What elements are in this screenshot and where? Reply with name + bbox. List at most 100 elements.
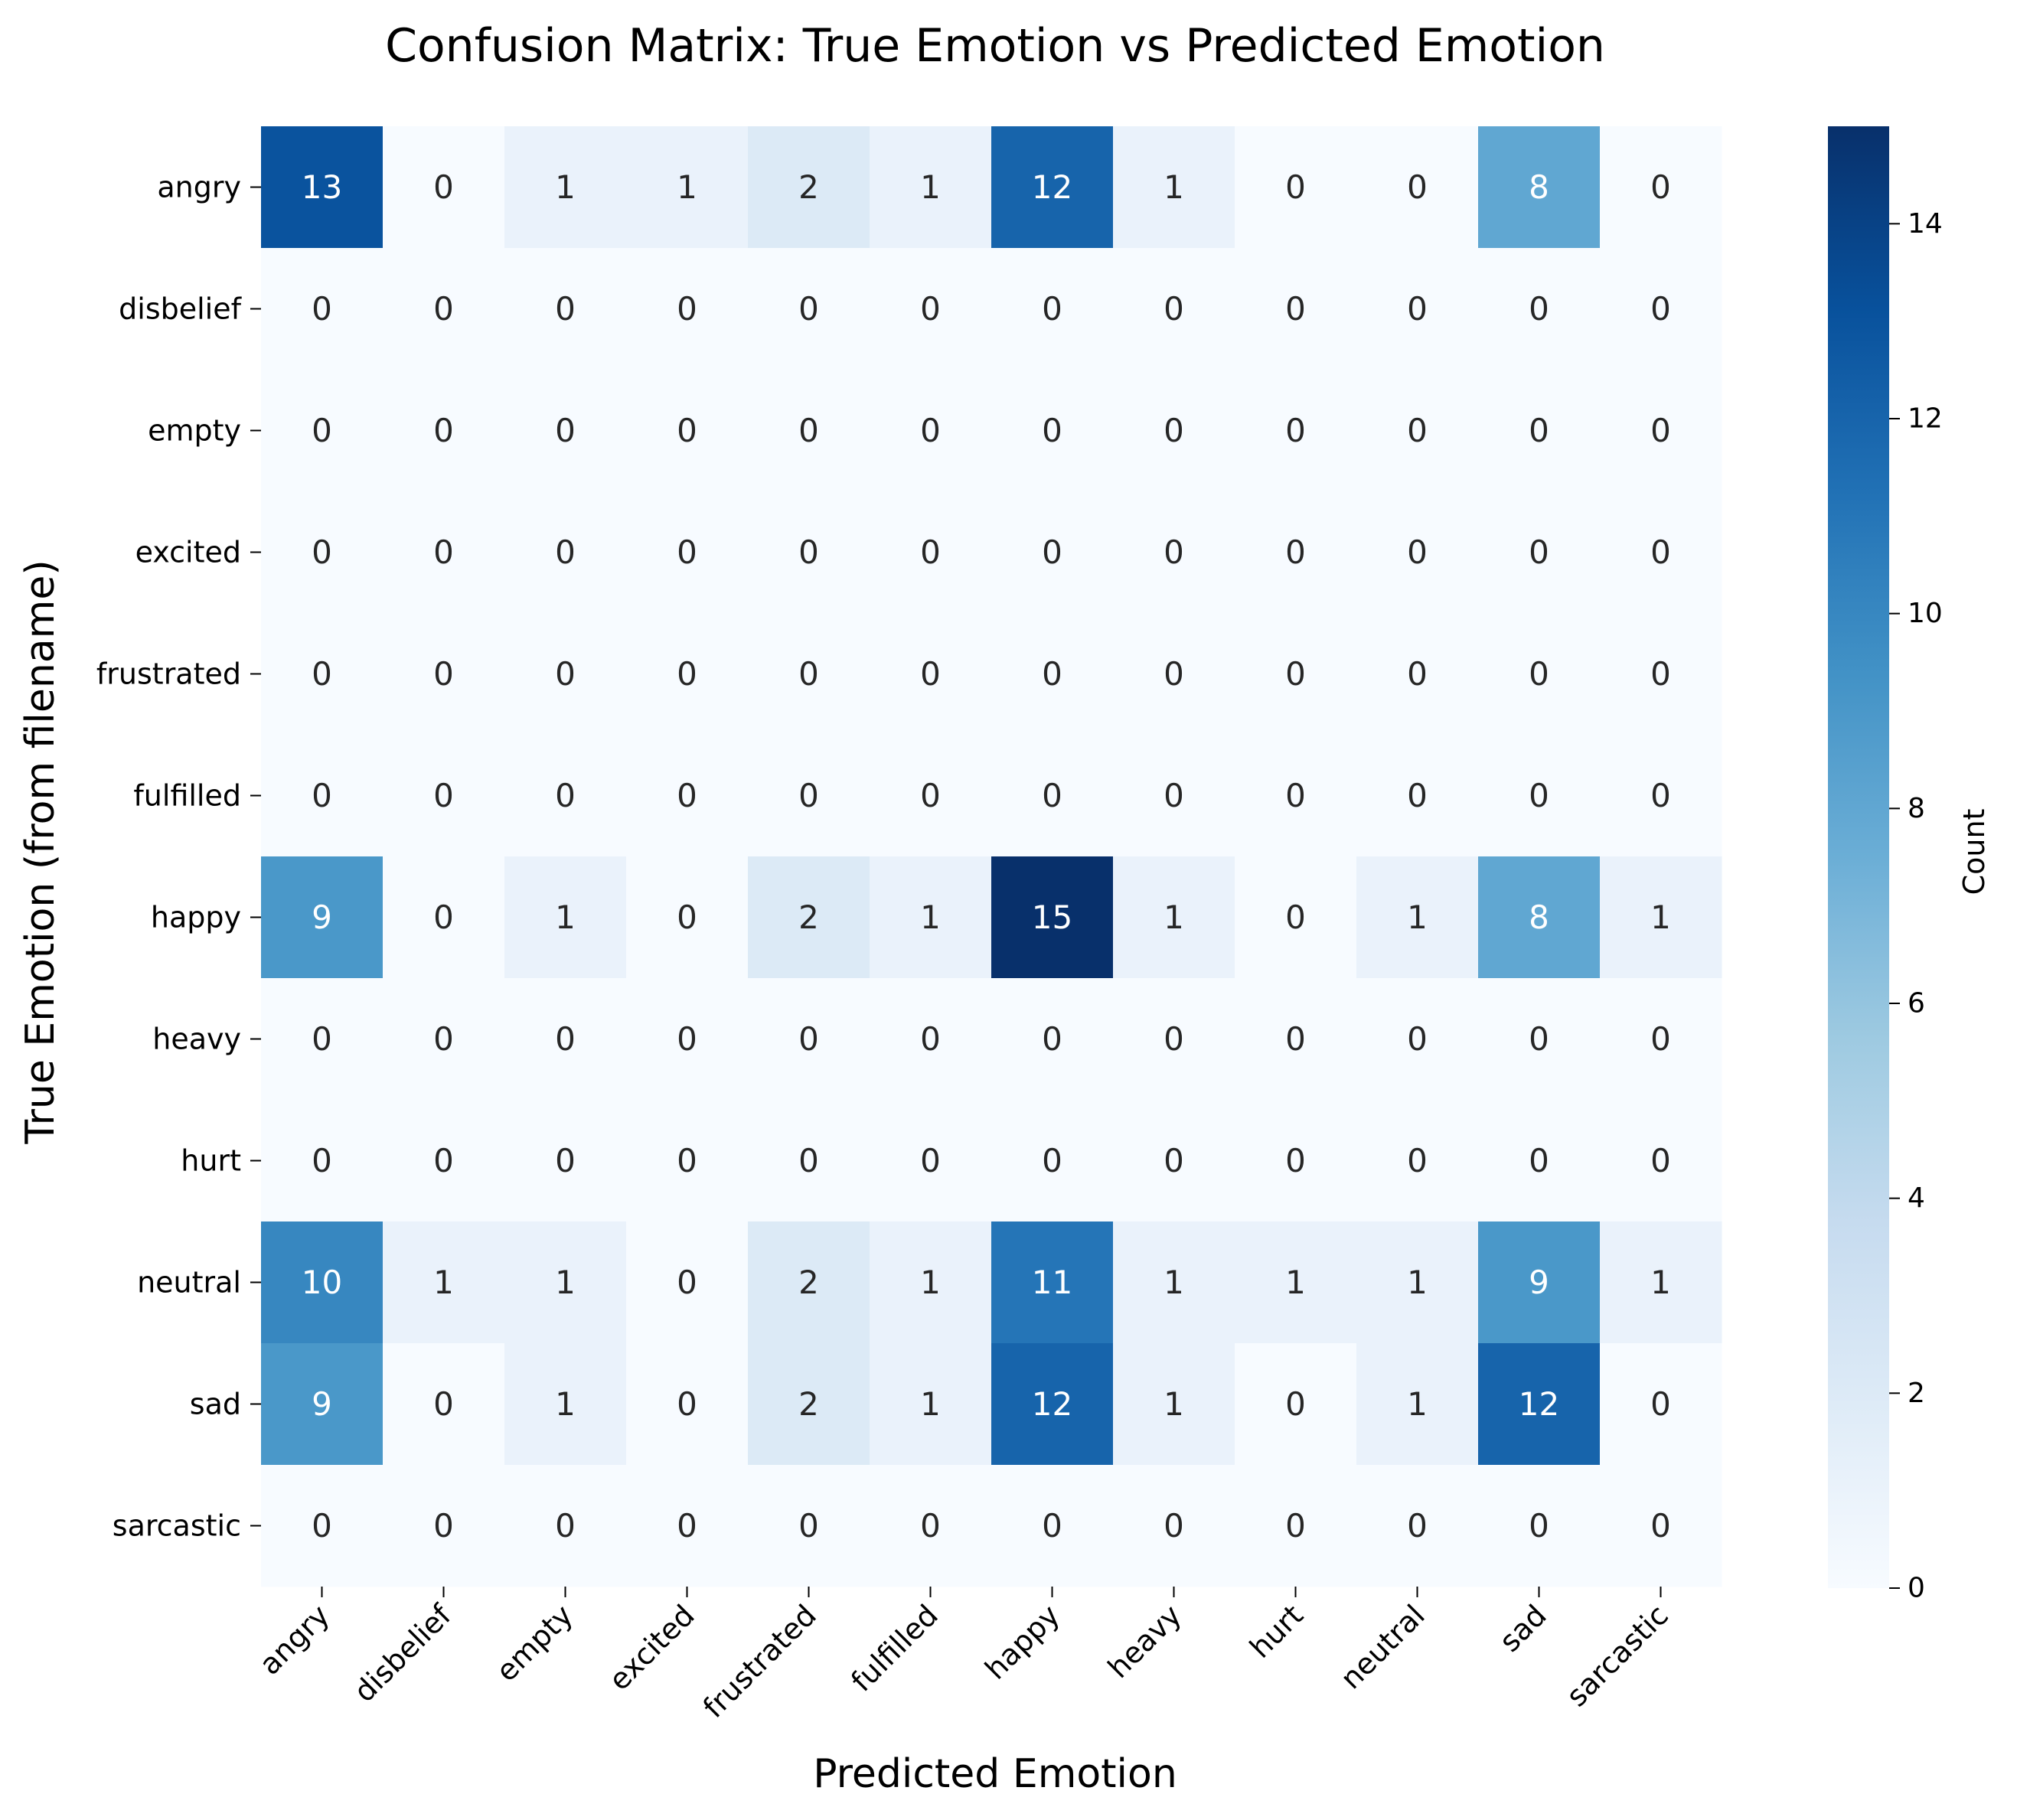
heatmap-cell: [1600, 1343, 1722, 1466]
heatmap-cell: [991, 491, 1114, 614]
x-tick-label: hurt: [1243, 1598, 1310, 1665]
cell-value-label: 0: [312, 533, 332, 571]
colorbar-tick-label: 12: [1908, 403, 1943, 435]
heatmap-cell: [261, 856, 383, 979]
heatmap-cell: [504, 370, 627, 492]
cell-value-label: 0: [1650, 168, 1671, 206]
heatmap-cell: [1356, 613, 1479, 736]
y-tick-label: angry: [157, 171, 241, 204]
heatmap-cell: [504, 491, 627, 614]
heatmap-cell: [383, 1221, 505, 1344]
cell-value-label: 0: [433, 1507, 454, 1544]
cell-value-label: 8: [1529, 899, 1549, 936]
heatmap-cell: [870, 1343, 992, 1466]
heatmap-cell: [1235, 613, 1357, 736]
heatmap-cell: [261, 613, 383, 736]
heatmap-cell: [626, 856, 749, 979]
heatmap-cell: [626, 1221, 749, 1344]
colorbar-tick-label: 4: [1908, 1182, 1925, 1214]
heatmap-cell: [748, 613, 870, 736]
cell-value-label: 0: [1285, 1385, 1306, 1423]
cell-value-label: 0: [920, 777, 941, 814]
heatmap-cell: [626, 1100, 749, 1222]
heatmap-cell: [261, 370, 383, 492]
cell-value-label: 0: [677, 412, 697, 449]
cell-value-label: 1: [1407, 899, 1428, 936]
heatmap-cell: [1113, 370, 1235, 492]
heatmap-cell: [870, 613, 992, 736]
heatmap-cell: [1356, 856, 1479, 979]
heatmap-cell: [748, 735, 870, 857]
heatmap-cell: [870, 1465, 992, 1587]
heatmap-cell: [1356, 370, 1479, 492]
cell-value-label: 0: [1285, 412, 1306, 449]
cell-value-label: 0: [433, 533, 454, 571]
heatmap-cell: [1600, 126, 1722, 249]
x-tick-label: frustrated: [697, 1598, 823, 1724]
heatmap-cell: [383, 978, 505, 1101]
cell-value-label: 0: [920, 412, 941, 449]
cell-value-label: 2: [798, 899, 819, 936]
cell-value-label: 0: [433, 412, 454, 449]
x-tick-label: fulfilled: [844, 1598, 945, 1698]
cell-value-label: 0: [1529, 1142, 1549, 1179]
cell-value-label: 0: [555, 290, 576, 328]
cell-value-label: 0: [1164, 777, 1184, 814]
heatmap-cell: [1600, 613, 1722, 736]
x-tick-label: excited: [602, 1598, 701, 1697]
cell-value-label: 1: [920, 1264, 941, 1301]
heatmap-cell: [1235, 735, 1357, 857]
x-tick-label: disbelief: [348, 1597, 459, 1708]
heatmap-cell: [1600, 370, 1722, 492]
heatmap-cell: [1478, 491, 1601, 614]
heatmap-cell: [870, 1100, 992, 1222]
cell-value-label: 1: [433, 1264, 454, 1301]
cell-value-label: 0: [433, 777, 454, 814]
cell-value-label: 0: [1407, 1507, 1428, 1544]
heatmap-cell: [748, 126, 870, 249]
heatmap-cell: [991, 370, 1114, 492]
cell-value-label: 1: [1285, 1264, 1306, 1301]
heatmap-cell: [870, 978, 992, 1101]
y-tick-label: empty: [148, 414, 241, 448]
heatmap-cell: [991, 126, 1114, 249]
heatmap-cell: [1113, 856, 1235, 979]
heatmap-cell: [626, 491, 749, 614]
cell-value-label: 0: [920, 290, 941, 328]
cell-value-label: 1: [555, 1264, 576, 1301]
cell-value-label: 8: [1529, 168, 1549, 206]
cell-value-label: 1: [1407, 1385, 1428, 1423]
heatmap-cell: [504, 735, 627, 857]
cell-value-label: 0: [1285, 1142, 1306, 1179]
cell-value-label: 12: [1032, 1385, 1072, 1423]
cell-value-label: 0: [312, 1507, 332, 1544]
heatmap-cell: [1600, 978, 1722, 1101]
heatmap-cell: [1235, 248, 1357, 370]
cell-value-label: 1: [920, 1385, 941, 1423]
cell-value-label: 0: [1164, 1142, 1184, 1179]
cell-value-label: 0: [798, 412, 819, 449]
heatmap-cell: [1478, 126, 1601, 249]
x-tick-label: sarcastic: [1560, 1598, 1675, 1713]
cell-value-label: 13: [302, 168, 342, 206]
heatmap-cell: [1356, 1465, 1479, 1587]
heatmap-cell: [991, 1100, 1114, 1222]
heatmap-cell: [1235, 978, 1357, 1101]
heatmap-cell: [1600, 248, 1722, 370]
cell-value-label: 0: [1285, 655, 1306, 693]
heatmap-cell: [1478, 1465, 1601, 1587]
y-tick-label: sad: [190, 1388, 241, 1421]
cell-value-label: 0: [312, 290, 332, 328]
heatmap-cell: [504, 856, 627, 979]
heatmap-cell: [1478, 978, 1601, 1101]
cell-value-label: 0: [798, 533, 819, 571]
heatmap-cell: [870, 370, 992, 492]
heatmap-cell: [991, 1221, 1114, 1344]
heatmap-cell: [261, 978, 383, 1101]
cell-value-label: 0: [677, 1385, 697, 1423]
y-tick-label: excited: [135, 536, 241, 569]
cell-value-label: 0: [1650, 777, 1671, 814]
heatmap-cell: [1356, 978, 1479, 1101]
heatmap-cell: [870, 856, 992, 979]
